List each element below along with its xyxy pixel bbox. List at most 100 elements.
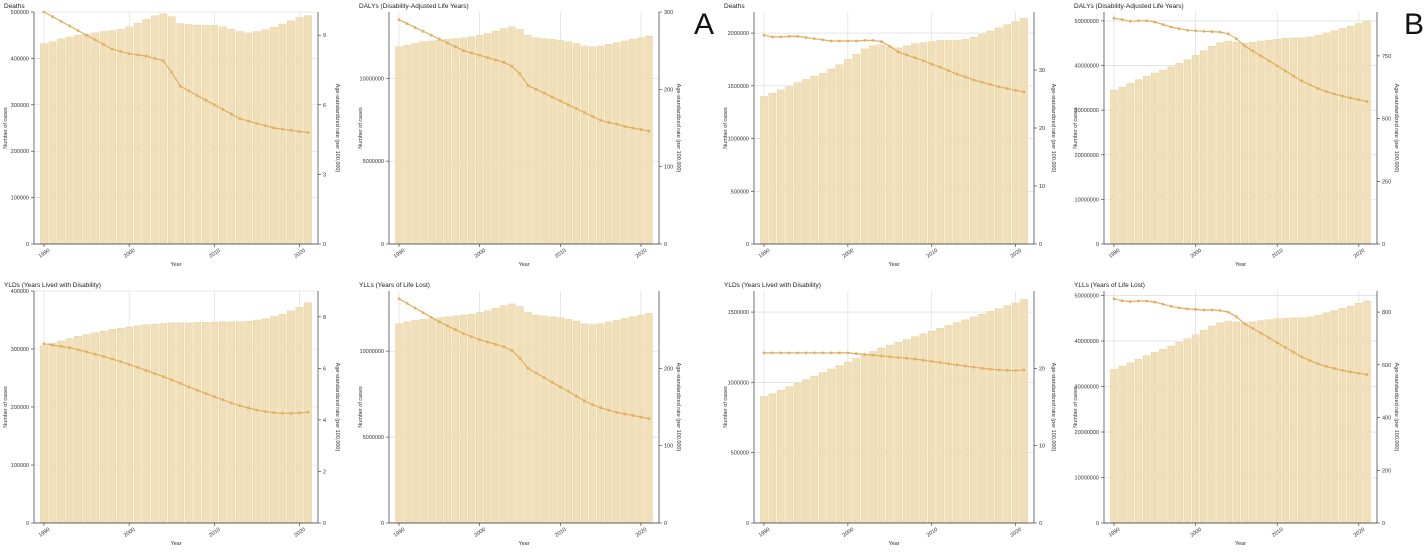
tick-label-left: 10000000	[1075, 197, 1099, 203]
tick-label-x: 2020	[1009, 527, 1022, 539]
rate-point	[289, 412, 293, 415]
bar	[810, 76, 819, 245]
rate-point	[478, 338, 482, 342]
bar	[936, 328, 944, 524]
bar	[227, 321, 236, 524]
rate-point	[821, 38, 825, 42]
tick-label-right: 0	[1382, 242, 1385, 248]
tick-label-right: 10	[1039, 184, 1045, 190]
rate-point	[913, 357, 917, 361]
bar	[508, 26, 516, 245]
bar	[201, 322, 210, 524]
tick-label-right: 0	[664, 521, 667, 527]
rate-point	[454, 328, 457, 332]
bar	[860, 354, 869, 524]
y-axis-label-left: Number of cases	[1073, 107, 1079, 149]
rate-point	[1022, 90, 1026, 94]
bar	[40, 43, 48, 245]
rate-point	[1194, 29, 1198, 33]
rate-point	[76, 348, 80, 352]
tick-label-x: 2010	[926, 527, 939, 539]
rate-point	[405, 22, 409, 25]
rate-point	[264, 410, 267, 414]
tick-label-right: 300	[664, 10, 673, 16]
rate-point	[534, 87, 538, 91]
bar	[1167, 345, 1175, 524]
rate-point	[1259, 331, 1263, 335]
tick-label-x: 1990	[1108, 248, 1121, 260]
tick-label-x: 2010	[926, 248, 939, 260]
rate-line	[43, 11, 309, 134]
x-axis-label: Year	[888, 262, 899, 268]
y-axis-label-left: Number of cases	[723, 386, 729, 428]
y-axis-label-right: Age-standardized rate (per 100,000)	[675, 363, 681, 452]
rate-point	[462, 49, 465, 53]
bar	[492, 307, 500, 524]
bar	[776, 389, 785, 524]
x-axis-label: Year	[1235, 262, 1246, 268]
bar	[1126, 362, 1135, 524]
tick-label-left: 10000000	[360, 349, 384, 355]
bar	[927, 330, 936, 524]
tick-label-left: 100000	[11, 463, 29, 469]
bar	[793, 382, 802, 524]
rate-point	[1169, 25, 1173, 29]
bar	[645, 35, 653, 245]
rate-point	[779, 35, 783, 39]
rate-point	[421, 311, 425, 315]
bar	[218, 321, 227, 524]
bar	[902, 45, 911, 245]
rate-point	[963, 75, 967, 79]
rate-point	[153, 372, 157, 375]
rate-point	[888, 44, 892, 48]
bar	[508, 303, 516, 524]
tick-label-x: 2020	[635, 248, 648, 260]
bar	[125, 326, 134, 524]
bar	[629, 39, 637, 245]
rate-point	[110, 357, 114, 361]
bar	[278, 23, 287, 245]
bar	[516, 306, 524, 524]
bar	[596, 45, 605, 245]
bar	[919, 333, 928, 524]
tick-label-left: 500000	[11, 10, 29, 16]
tick-label-right: 10	[1039, 444, 1045, 450]
tick-label-left: 50000000	[1075, 19, 1099, 25]
bar	[419, 319, 427, 524]
rate-point	[854, 39, 858, 43]
bar	[852, 53, 861, 245]
tick-label-left: 40000000	[1075, 64, 1099, 70]
bar	[210, 25, 219, 245]
bar	[108, 30, 116, 245]
rate-point	[980, 366, 984, 370]
bar	[524, 35, 532, 245]
rate-point	[221, 398, 225, 402]
chart-b-5: DALYs (Disability-Adjusted Life Years) 0 1…	[1073, 3, 1399, 268]
rate-point	[846, 39, 850, 43]
rate-point	[494, 342, 498, 346]
bar	[492, 30, 500, 245]
tick-label-left: 5000000	[363, 159, 384, 165]
chart-a-1: DALYs (Disability-Adjusted Life Years) 0 5…	[358, 3, 681, 268]
tick-label-right: 6	[323, 103, 326, 109]
rate-point	[212, 103, 216, 107]
rate-point	[229, 401, 233, 405]
bar	[1208, 325, 1216, 524]
y-axis-label-right: Age-standardized rate (per 100,000)	[1050, 363, 1056, 452]
rate-point	[871, 353, 875, 357]
bar	[827, 368, 835, 524]
rate-point	[1300, 355, 1304, 359]
bar	[1142, 355, 1151, 524]
rate-point	[204, 392, 208, 395]
tick-label-right: 600	[1382, 363, 1391, 369]
chart-a-2: YLDs (Years Lived with Disability) 0 10000…	[3, 282, 340, 547]
tick-label-x: 1990	[758, 248, 771, 260]
rate-point	[631, 414, 635, 417]
rate-point	[518, 72, 522, 76]
bar	[1175, 342, 1183, 524]
rate-point	[972, 78, 976, 82]
tick-label-x: 1990	[38, 527, 51, 539]
rate-point	[119, 360, 123, 364]
bar	[261, 29, 270, 245]
rate-point	[51, 343, 54, 347]
